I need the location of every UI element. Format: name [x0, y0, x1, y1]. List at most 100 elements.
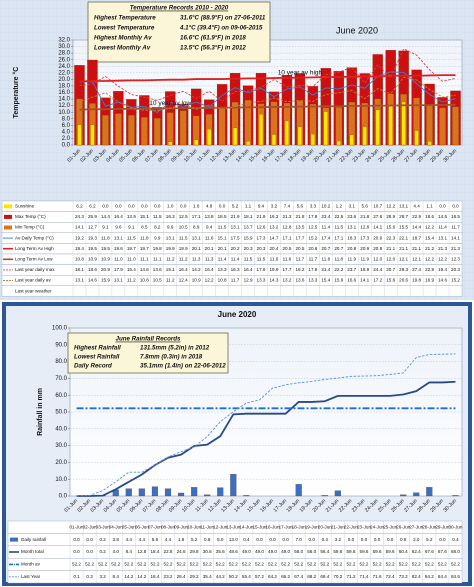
table-value: 13.0	[229, 537, 238, 542]
table-value: 70.2	[333, 574, 342, 579]
table-value: 73.2	[399, 574, 408, 579]
table-value: 11.7	[296, 257, 305, 262]
table-value: 19.3	[88, 235, 97, 240]
table-value: 0.3	[86, 574, 93, 579]
table-value: 67.6	[425, 549, 434, 554]
table-value: 17.1	[282, 235, 291, 240]
table-value: 13.1	[114, 278, 123, 283]
bar	[115, 113, 122, 146]
table-value: 0.8	[400, 537, 407, 542]
table-value: 3.1	[349, 204, 356, 209]
table-header: 18-Jun	[292, 524, 306, 529]
table-value: 21.1	[399, 246, 408, 251]
y-tick-label: 0.0	[62, 143, 71, 149]
table-value: 20.9	[360, 246, 369, 251]
table-value: 17.5	[231, 235, 240, 240]
table-value: 14.2	[192, 267, 201, 272]
table-value: 14.4	[101, 214, 110, 219]
table-value: 17.3	[360, 235, 369, 240]
table-value: 19.9	[270, 267, 279, 272]
table-value: 14.1	[451, 235, 460, 240]
table-value: 13.1	[231, 225, 240, 230]
table-value: 13.3	[308, 278, 317, 283]
table-value: 59.6	[333, 549, 342, 554]
y-tick-label: 18.0	[58, 84, 70, 90]
table-value: 9.4	[258, 204, 265, 209]
table-value: 0.0	[387, 537, 394, 542]
table-value: 11.2	[179, 257, 188, 262]
legend-label: Max Temp (°C)	[15, 214, 46, 219]
table-value: 21.9	[231, 214, 240, 219]
table-value: 52.2	[150, 562, 159, 567]
table-value: 52.2	[412, 562, 421, 567]
table-value: 21.1	[386, 246, 395, 251]
table-value: 59.6	[373, 549, 382, 554]
bar	[138, 488, 145, 497]
y-tick-label: 50.0	[55, 410, 67, 416]
table-value: 20.5	[295, 246, 304, 251]
table-value: 52.2	[229, 562, 238, 567]
table-value: 14.5	[438, 214, 447, 219]
table-value: 18.4	[150, 549, 159, 554]
table-value: 20.5	[282, 246, 291, 251]
table-value: 13.6	[295, 278, 304, 283]
record-label: Daily Record	[74, 363, 112, 370]
bar	[191, 487, 198, 497]
table-value: 20.7	[386, 267, 395, 272]
record-value: 131.5mm (5.2in) in 2012	[140, 345, 210, 352]
table-value: 55.4	[242, 574, 251, 579]
table-value: 52.2	[242, 562, 251, 567]
table-value: 19.5	[88, 246, 97, 251]
table-value: 10.2	[321, 204, 330, 209]
table-value: 13.9	[127, 214, 136, 219]
table-value: 9.9	[167, 225, 174, 230]
record-label: Highest Monthly Av	[94, 35, 152, 42]
table-value: 0.0	[180, 204, 187, 209]
table-value: 27.6	[373, 214, 382, 219]
table-value: 17.4	[321, 235, 330, 240]
bar	[334, 490, 341, 497]
bar	[194, 139, 199, 146]
y-tick-label: 40.0	[55, 426, 67, 432]
table-value: 11.7	[451, 225, 460, 230]
table-value: 22.9	[412, 214, 421, 219]
bar	[178, 492, 185, 497]
y-tick-label: 70.0	[55, 376, 67, 382]
table-value: 5.0	[217, 537, 224, 542]
table-value: 56.0	[307, 549, 316, 554]
table-header: 24-Jun	[370, 524, 384, 529]
table-value: 13.1	[347, 225, 356, 230]
records-title: Temperature Records 2010 - 2020	[130, 5, 229, 12]
table-value: 24.6	[177, 549, 186, 554]
table-value: 23.6	[347, 214, 356, 219]
table-value: 52.2	[373, 562, 382, 567]
table-value: 11.9	[360, 257, 369, 262]
bar	[284, 120, 289, 146]
y-tick-label: 30.0	[58, 44, 70, 50]
table-value: 15.4	[127, 267, 136, 272]
table-value: 8.4	[113, 574, 120, 579]
table-value: 11.4	[231, 257, 240, 262]
table-value: 52.2	[137, 562, 146, 567]
table-value: 52.2	[360, 562, 369, 567]
bar	[168, 141, 173, 146]
table-value: 52.2	[164, 562, 173, 567]
records-title: June Rainfall Records	[116, 336, 182, 343]
table-value: 11.2	[127, 278, 136, 283]
table-value: 16.4	[179, 267, 188, 272]
table-value: 16.5	[451, 214, 460, 219]
table-value: 22.1	[399, 235, 408, 240]
bar	[401, 101, 406, 146]
legend-swatch	[4, 214, 12, 219]
table-value: 11.0	[114, 257, 123, 262]
legend-swatch	[4, 225, 12, 230]
table-value: 24.4	[373, 267, 382, 272]
table-value: 20.1	[205, 246, 214, 251]
table-value: 7.0	[295, 537, 302, 542]
table-value: 15.9	[334, 278, 343, 283]
table-value: 12.4	[179, 278, 188, 283]
table-header: 09-Jun	[174, 524, 188, 529]
table-value: 12.2	[205, 278, 214, 283]
record-value: 7.8mm (0.3in) in 2018	[140, 354, 203, 361]
table-value: 29.8	[190, 549, 199, 554]
